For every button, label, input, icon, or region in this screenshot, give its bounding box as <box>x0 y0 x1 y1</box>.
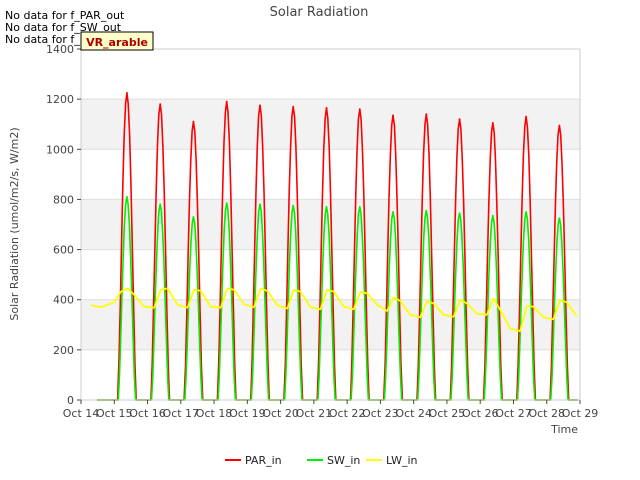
sw-in-peak-point <box>325 206 328 208</box>
chart-title: Solar Radiation <box>270 5 369 20</box>
x-tick-label: Oct 22 <box>329 407 366 420</box>
par-in-peak-point <box>425 113 428 116</box>
site-label: VR_arable <box>86 36 148 49</box>
x-tick-label: Oct 20 <box>262 407 299 420</box>
par-in-peak-point <box>259 104 261 107</box>
x-tick-label: Oct 17 <box>163 407 200 420</box>
par-in-peak-point <box>159 103 162 106</box>
y-tick-label: 1000 <box>46 143 74 156</box>
par-in-peak-point <box>192 120 195 123</box>
sw-in-peak-point <box>525 211 528 213</box>
x-tick-label: Oct 29 <box>562 407 599 420</box>
y-axis-ticks: 0 200 400 600 800 1000 1200 1400 <box>46 43 81 407</box>
x-tick-label: Oct 21 <box>296 407 333 420</box>
x-tick-label: Oct 16 <box>129 407 166 420</box>
series-lw-in-line <box>90 287 578 332</box>
plot-frame <box>80 48 581 401</box>
sw-in-peak-point <box>225 202 228 205</box>
x-tick-label: Oct 15 <box>96 407 133 420</box>
sw-in-peak-point <box>458 212 461 215</box>
sw-in-peak-point <box>292 204 295 207</box>
sw-in-peak-point <box>358 206 361 208</box>
x-tick-label: Oct 26 <box>462 407 499 420</box>
par-in-peak-point <box>126 91 128 94</box>
x-tick-label: Oct 24 <box>395 407 432 420</box>
legend-label: PAR_in <box>245 454 282 467</box>
par-in-peak-point <box>392 114 394 117</box>
x-axis-label: Time <box>550 423 578 436</box>
y-tick-label: 800 <box>53 193 74 206</box>
sw-in-peak-point <box>159 203 162 206</box>
y-tick-label: 0 <box>67 394 74 407</box>
y-tick-label: 200 <box>53 344 74 357</box>
legend-label: LW_in <box>386 454 418 467</box>
sw-in-peak-point <box>425 209 428 212</box>
shaded-band <box>81 99 580 150</box>
sw-in-peak-point <box>558 217 561 220</box>
x-tick-label: Oct 28 <box>528 407 565 420</box>
y-tick-label: 600 <box>53 244 74 257</box>
y-tick-label: 400 <box>53 294 74 307</box>
sw-in-peak-point <box>259 203 261 206</box>
par-in-peak-point <box>558 124 561 127</box>
site-label-box <box>80 31 154 51</box>
par-in-peak-point <box>525 115 528 118</box>
par-in-peak-point <box>358 108 361 111</box>
x-tick-label: Oct 19 <box>229 407 266 420</box>
legend: PAR_in SW_in LW_in <box>225 454 418 467</box>
x-tick-label: Oct 18 <box>196 407 233 420</box>
y-axis-label: Solar Radiation (umol/m2/s, W/m2) <box>8 127 21 320</box>
note-par-out: No data for f_PAR_out <box>5 9 125 22</box>
note-sw-out: No data for f_SW_out <box>5 21 122 34</box>
sw-in-peak-point <box>192 216 195 218</box>
par-in-peak-point <box>458 118 461 121</box>
par-in-peak-point <box>491 122 494 124</box>
x-tick-label: Oct 27 <box>495 407 532 420</box>
par-in-peak-point <box>292 105 295 108</box>
par-in-peak-point <box>225 100 228 103</box>
y-tick-label: 1400 <box>46 43 74 56</box>
x-tick-label: Oct 14 <box>63 407 100 420</box>
sw-in-peak-point <box>392 211 394 213</box>
legend-label: SW_in <box>327 454 360 467</box>
sw-in-peak-point <box>126 196 128 198</box>
x-tick-label: Oct 25 <box>429 407 466 420</box>
shaded-band <box>81 299 580 350</box>
par-in-peak-point <box>325 107 328 109</box>
sw-in-peak-point <box>491 214 494 217</box>
x-tick-label: Oct 23 <box>362 407 399 420</box>
y-tick-label: 1200 <box>46 93 74 106</box>
